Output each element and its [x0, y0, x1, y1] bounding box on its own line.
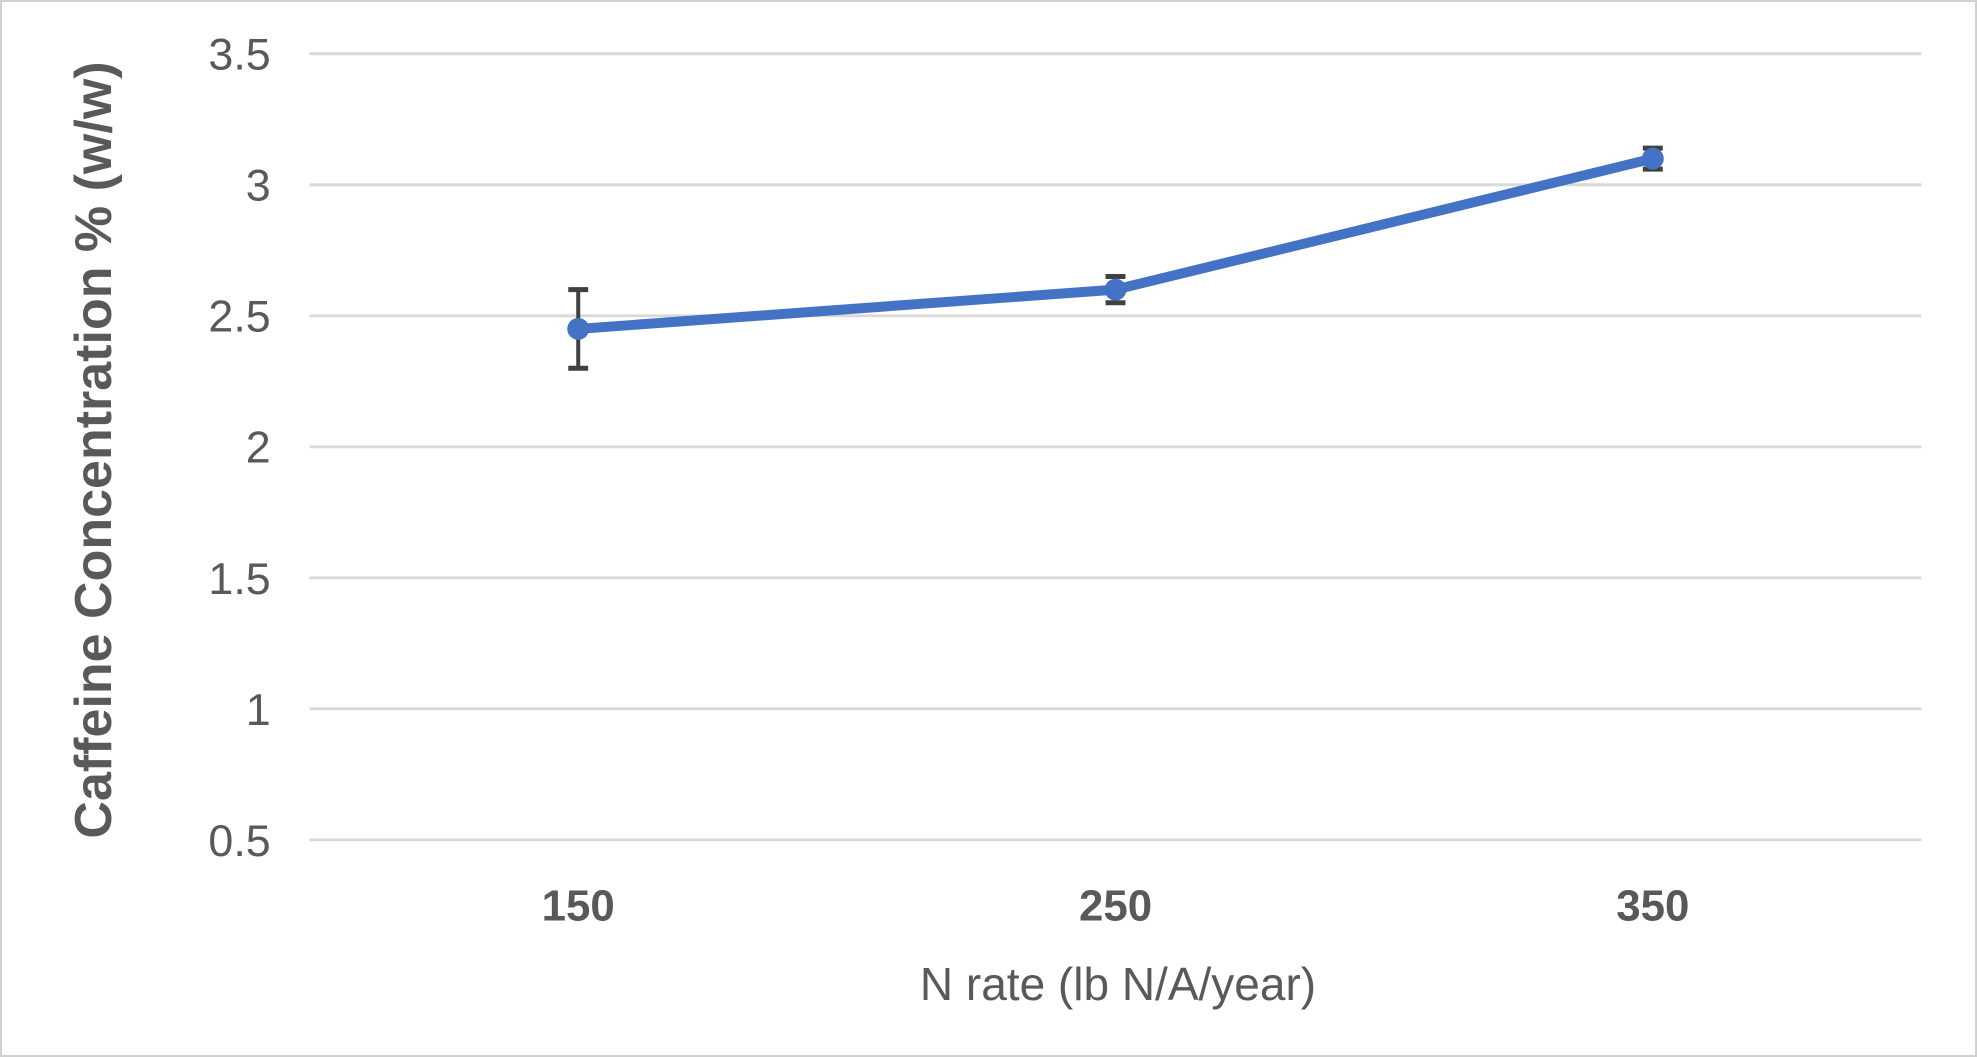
y-tick-label: 2.5	[208, 292, 270, 342]
y-tick-label: 2	[246, 423, 271, 473]
data-point-marker	[567, 317, 590, 340]
x-tick-label: 350	[1616, 882, 1689, 931]
y-tick-label: 1.5	[208, 554, 270, 604]
y-tick-label: 0.5	[208, 816, 270, 866]
y-tick-label: 3	[246, 161, 271, 211]
data-point-marker	[1641, 147, 1664, 170]
x-tick-label: 250	[1079, 882, 1152, 931]
x-axis-title: N rate (lb N/A/year)	[919, 958, 1317, 1010]
y-tick-label: 1	[246, 685, 271, 735]
y-axis-title: Caffeine Concentration % (w/w)	[65, 61, 123, 839]
x-tick-label: 150	[542, 882, 615, 931]
y-tick-label: 3.5	[208, 30, 270, 80]
data-point-marker	[1104, 278, 1127, 301]
